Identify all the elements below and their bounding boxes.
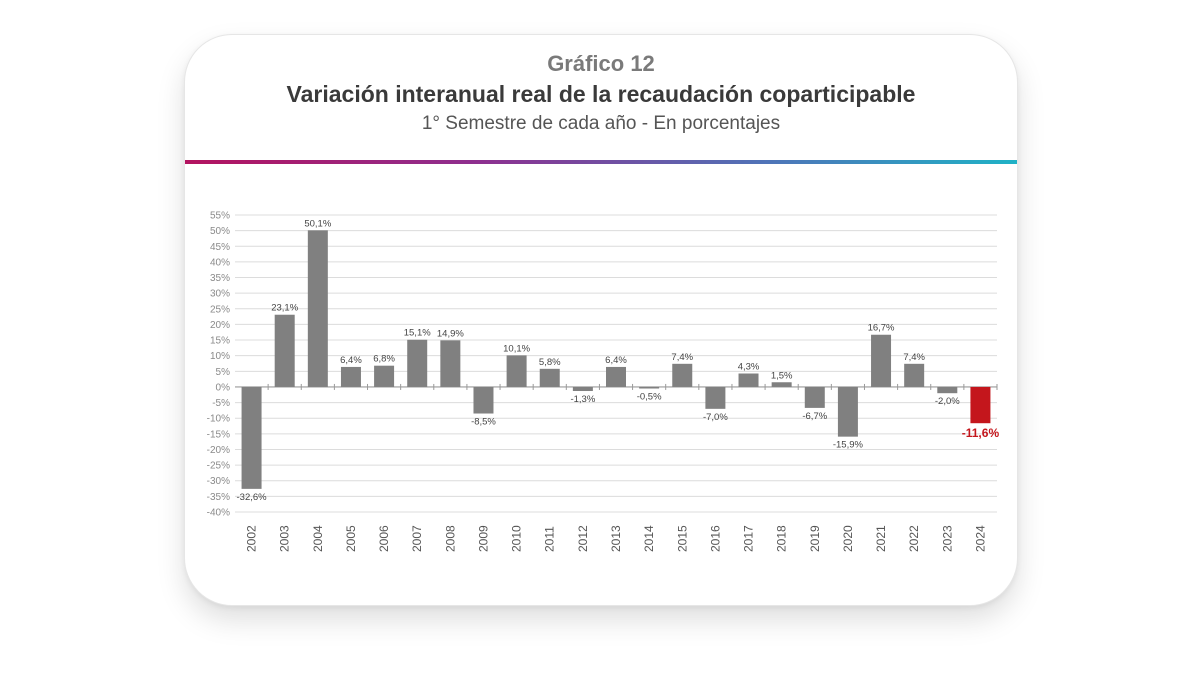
x-tick-label: 2013 xyxy=(609,525,623,552)
bar xyxy=(904,363,925,387)
chart-card: Gráfico 12 Variación interanual real de … xyxy=(184,34,1018,606)
bar xyxy=(738,373,759,387)
x-tick-label: 2009 xyxy=(476,525,490,552)
x-tick-label: 2010 xyxy=(510,525,524,552)
bar xyxy=(374,365,395,387)
y-tick-label: 10% xyxy=(210,351,230,362)
chart-number: Gráfico 12 xyxy=(547,51,655,76)
y-tick-label: -5% xyxy=(212,398,230,409)
data-label: -15,9% xyxy=(833,440,864,451)
data-label: -7,0% xyxy=(703,412,728,423)
bar xyxy=(274,314,295,387)
x-tick-label: 2020 xyxy=(841,525,855,552)
bar xyxy=(473,386,494,414)
y-tick-label: -20% xyxy=(207,445,230,456)
x-tick-label: 2002 xyxy=(245,525,259,552)
y-tick-label: -10% xyxy=(207,414,230,425)
bar xyxy=(639,386,660,389)
data-label: 6,8% xyxy=(373,354,395,365)
data-label: 4,3% xyxy=(738,362,760,373)
bar xyxy=(804,386,825,408)
chart-subtitle: 1° Semestre de cada año - En porcentajes xyxy=(421,113,781,134)
chart-header: Gráfico 12 Variación interanual real de … xyxy=(185,49,1017,139)
bar xyxy=(705,386,726,409)
x-tick-label: 2021 xyxy=(874,525,888,552)
x-tick-label: 2022 xyxy=(907,525,921,552)
data-label: -6,7% xyxy=(802,411,827,422)
x-tick-label: 2014 xyxy=(642,525,656,552)
data-label: 5,8% xyxy=(539,357,561,368)
data-label: -11,6% xyxy=(962,426,1000,440)
chart-title: Variación interanual real de la recaudac… xyxy=(286,81,916,107)
x-tick-label: 2006 xyxy=(377,525,391,552)
x-tick-label: 2011 xyxy=(543,526,557,552)
bar xyxy=(970,386,991,424)
y-tick-label: 40% xyxy=(210,257,230,268)
x-tick-label: 2012 xyxy=(576,525,590,552)
bar xyxy=(672,363,693,387)
y-tick-label: -35% xyxy=(207,492,230,503)
data-label: 6,4% xyxy=(605,355,627,366)
y-tick-label: 55% xyxy=(210,211,230,222)
data-label: 7,4% xyxy=(903,352,925,363)
y-tick-label: -15% xyxy=(207,429,230,440)
y-tick-label: 25% xyxy=(210,304,230,315)
data-label: 7,4% xyxy=(671,352,693,363)
x-tick-label: 2023 xyxy=(940,525,954,552)
data-label: -2,0% xyxy=(935,396,960,407)
x-tick-label: 2007 xyxy=(410,525,424,552)
bar xyxy=(871,334,892,387)
data-label: -32,6% xyxy=(237,492,268,503)
bar xyxy=(307,230,328,387)
bar xyxy=(506,355,527,387)
y-tick-label: -40% xyxy=(207,508,230,519)
bar xyxy=(771,382,792,387)
data-label: 15,1% xyxy=(404,328,431,339)
bar xyxy=(440,340,461,387)
bar xyxy=(407,339,428,387)
x-tick-label: 2018 xyxy=(775,525,789,552)
y-tick-label: 35% xyxy=(210,273,230,284)
bar xyxy=(937,386,958,394)
data-label: -1,3% xyxy=(570,394,595,405)
y-tick-label: 0% xyxy=(216,382,231,393)
bar xyxy=(837,386,858,437)
x-tick-label: 2019 xyxy=(808,525,822,552)
data-label: 1,5% xyxy=(771,370,793,381)
bar xyxy=(539,368,560,387)
bar xyxy=(241,386,262,489)
y-tick-label: -30% xyxy=(207,476,230,487)
y-tick-label: 45% xyxy=(210,242,230,253)
y-tick-label: -25% xyxy=(207,461,230,472)
y-tick-label: 30% xyxy=(210,289,230,300)
data-label: -8,5% xyxy=(471,417,496,428)
bar-chart: 55% 50% 45% 40% 35% 30% 25% 20% 15% 10% 5% 0% -5% -10… xyxy=(207,211,1000,553)
y-tick-label: 15% xyxy=(210,336,230,347)
y-tick-label: 20% xyxy=(210,320,230,331)
y-tick-label: 5% xyxy=(216,367,231,378)
x-tick-label: 2008 xyxy=(443,525,457,552)
x-tick-label: 2017 xyxy=(742,525,756,552)
y-tick-label: 50% xyxy=(210,226,230,237)
bar xyxy=(340,366,361,387)
x-tick-label: 2004 xyxy=(311,525,325,552)
x-tick-label: 2003 xyxy=(278,525,292,552)
bar xyxy=(606,366,626,387)
x-tick-label: 2005 xyxy=(344,525,358,552)
x-tick-label: 2015 xyxy=(675,525,689,552)
data-label: 23,1% xyxy=(271,303,298,314)
bar xyxy=(572,386,593,392)
data-label: 6,4% xyxy=(340,355,362,366)
data-label: 16,7% xyxy=(868,323,895,334)
x-tick-label: 2024 xyxy=(973,525,987,552)
data-label: 10,1% xyxy=(503,343,530,354)
data-label: -0,5% xyxy=(637,392,662,403)
x-tick-label: 2016 xyxy=(708,525,722,552)
gradient-divider xyxy=(185,160,1017,164)
data-label: 50,1% xyxy=(304,218,331,229)
data-label: 14,9% xyxy=(437,328,464,339)
